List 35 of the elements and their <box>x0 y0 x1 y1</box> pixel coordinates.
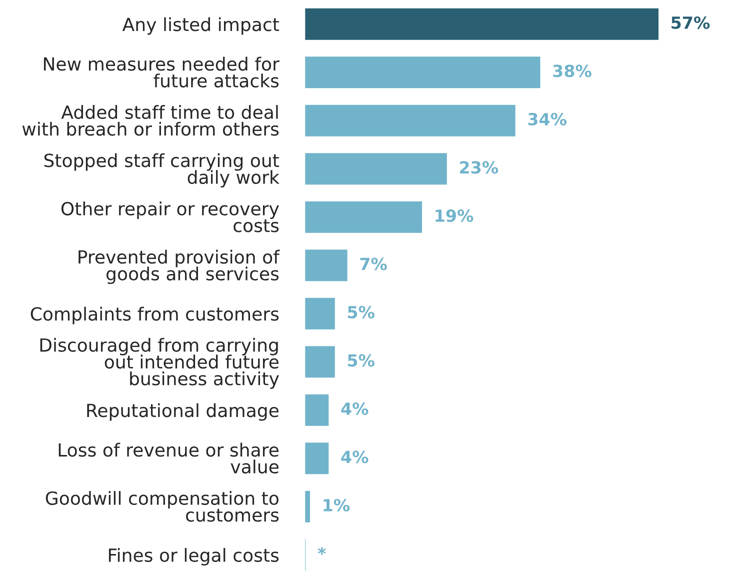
bar <box>304 55 542 90</box>
data-label: 34% <box>528 112 567 126</box>
data-label: 5% <box>348 306 374 318</box>
y-tick-label: Discouraged from carrying out intended future business activity <box>40 338 279 389</box>
bar <box>304 248 349 282</box>
bar <box>304 344 336 379</box>
bar <box>304 296 336 331</box>
bar <box>304 200 424 234</box>
bar <box>304 152 448 186</box>
y-tick-label: Goodwill compensation to customers <box>46 491 279 522</box>
bar <box>304 441 330 476</box>
data-label: 1% <box>324 498 350 512</box>
data-label: 23% <box>460 161 498 174</box>
y-tick-label: New measures needed for future attacks <box>44 56 280 88</box>
y-tick-label: Any listed impact <box>122 17 280 35</box>
data-label: 19% <box>436 209 474 222</box>
y-tick-label: Fines or legal costs <box>108 548 279 566</box>
data-label: * <box>318 547 326 555</box>
y-tick-label: Added staff time to deal with breach or inform others <box>22 105 279 136</box>
data-label: 4% <box>341 402 368 415</box>
y-tick-label: Complaints from customers <box>30 306 279 324</box>
bar <box>304 490 312 524</box>
data-label: 4% <box>341 450 368 464</box>
data-label: 7% <box>360 258 387 270</box>
data-label: 5% <box>348 354 374 367</box>
bar <box>304 104 517 138</box>
bar <box>304 7 660 42</box>
y-tick-label: Other repair or recovery costs <box>61 202 279 232</box>
data-label: 38% <box>553 64 592 78</box>
y-tick-label: Prevented provision of goods and services <box>78 250 280 284</box>
y-tick-label: Reputational damage <box>87 403 279 421</box>
y-tick-label: Stopped staff carrying out daily work <box>44 153 280 188</box>
y-tick-label: Loss of revenue or share value <box>58 442 279 474</box>
data-label: 57% <box>672 16 710 29</box>
bar <box>304 393 330 428</box>
